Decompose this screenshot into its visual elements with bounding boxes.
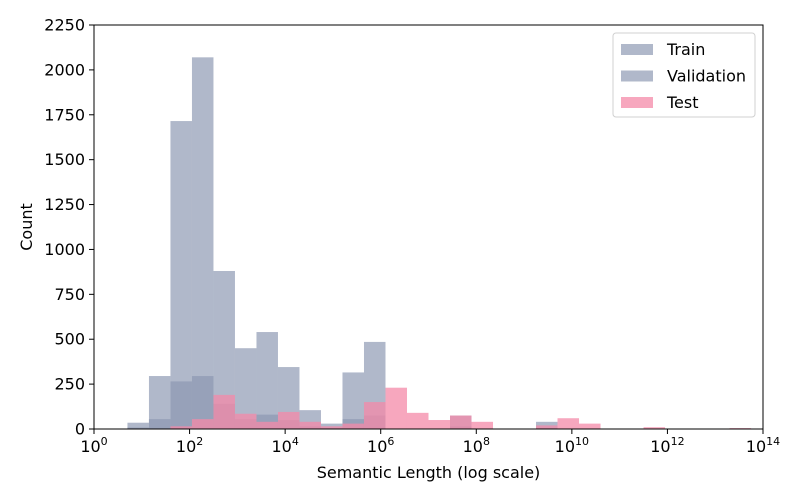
test-bar-20 bbox=[557, 418, 580, 429]
train-bar-1 bbox=[148, 376, 171, 429]
test-bar-7 bbox=[277, 411, 300, 429]
x-tick-label-0: 100 bbox=[80, 435, 107, 456]
legend-label-validation: Validation bbox=[667, 67, 746, 86]
legend-swatch-validation bbox=[621, 70, 653, 82]
test-bar-24 bbox=[643, 427, 666, 429]
test-bar-14 bbox=[428, 420, 451, 429]
test-bar-15 bbox=[450, 415, 472, 429]
train-bar-0 bbox=[127, 422, 149, 429]
x-axis-title: Semantic Length (log scale) bbox=[317, 463, 541, 482]
y-tick-label-8: 2000 bbox=[44, 60, 85, 79]
test-bar-12 bbox=[385, 387, 407, 429]
train-bar-2 bbox=[170, 121, 192, 429]
train-bars bbox=[127, 57, 558, 429]
test-bar-5 bbox=[234, 413, 257, 429]
y-axis-title: Count bbox=[17, 203, 36, 251]
test-bar-16 bbox=[471, 421, 494, 429]
plot-frame bbox=[93, 24, 764, 430]
y-tick-label-1: 250 bbox=[54, 375, 85, 394]
x-axis-ticks: 100 102 104 106 108 1010 1012 1014 bbox=[80, 429, 780, 456]
x-tick-label-5: 1010 bbox=[555, 435, 589, 456]
legend-swatch-test bbox=[621, 97, 653, 108]
test-bar-11 bbox=[363, 402, 386, 429]
test-bar-21 bbox=[579, 423, 601, 429]
test-bar-2 bbox=[170, 426, 192, 429]
test-bar-4 bbox=[213, 394, 235, 429]
legend-label-train: Train bbox=[666, 40, 705, 59]
legend-swatch-train bbox=[621, 44, 653, 55]
y-tick-label-4: 1000 bbox=[44, 240, 85, 259]
y-tick-label-9: 2250 bbox=[44, 16, 85, 35]
train-bar-4 bbox=[213, 270, 235, 429]
validation-bar-2 bbox=[170, 381, 192, 429]
y-tick-label-7: 1750 bbox=[44, 105, 85, 124]
x-tick-label-4: 108 bbox=[463, 435, 490, 456]
train-bar-3 bbox=[191, 57, 214, 429]
validation-bar-3 bbox=[191, 376, 214, 429]
test-bar-6 bbox=[256, 421, 278, 429]
test-bar-10 bbox=[342, 423, 364, 429]
y-tick-label-2: 500 bbox=[54, 330, 85, 349]
legend: Train Validation Test bbox=[612, 32, 756, 118]
y-axis-ticks: 0 250 500 750 1000 1250 1500 1750 2000 2250 bbox=[44, 16, 94, 439]
x-tick-label-7: 1014 bbox=[746, 435, 780, 456]
y-tick-label-6: 1500 bbox=[44, 150, 85, 169]
x-tick-label-3: 106 bbox=[367, 435, 394, 456]
x-tick-label-2: 104 bbox=[271, 435, 298, 456]
validation-bar-1 bbox=[148, 419, 171, 429]
test-bar-3 bbox=[191, 419, 214, 429]
legend-label-test: Test bbox=[666, 93, 699, 112]
y-tick-label-0: 0 bbox=[75, 420, 85, 439]
train-bar-10 bbox=[342, 372, 364, 429]
x-tick-label-1: 102 bbox=[176, 435, 203, 456]
x-tick-label-6: 1012 bbox=[650, 435, 684, 456]
train-bar-5 bbox=[234, 348, 257, 429]
test-bar-13 bbox=[406, 412, 429, 429]
train-bar-6 bbox=[256, 332, 278, 429]
y-tick-label-5: 1250 bbox=[44, 195, 85, 214]
y-tick-label-3: 750 bbox=[54, 285, 85, 304]
validation-bar-0 bbox=[127, 427, 149, 429]
test-bar-8 bbox=[299, 421, 321, 429]
test-bars bbox=[170, 387, 752, 429]
test-bar-19 bbox=[536, 425, 558, 429]
test-bar-9 bbox=[320, 426, 343, 429]
